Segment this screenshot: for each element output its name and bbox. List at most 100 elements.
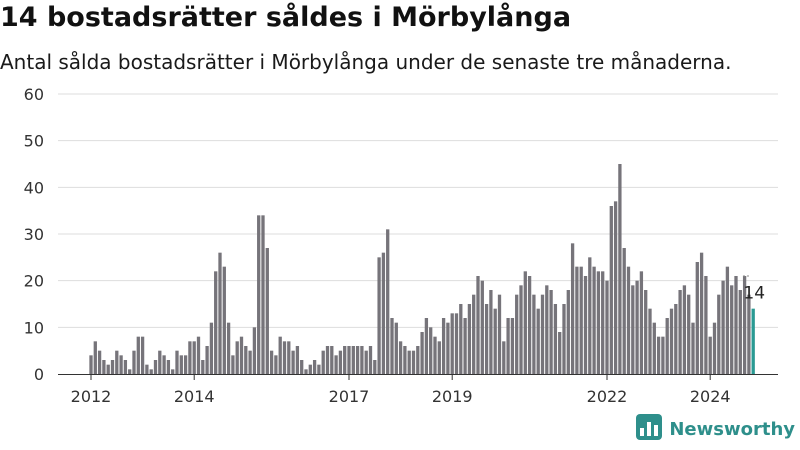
bar	[244, 346, 248, 374]
bar	[360, 346, 364, 374]
bar	[325, 346, 330, 374]
newsworthy-brand[interactable]: Newsworthy	[635, 413, 795, 445]
y-tick-label: 10	[24, 318, 44, 337]
bar	[549, 290, 553, 374]
bar	[398, 341, 403, 374]
bar	[433, 336, 437, 374]
bar	[687, 294, 691, 374]
bar	[257, 215, 261, 374]
bar	[128, 369, 132, 374]
bar	[162, 355, 166, 374]
bar	[747, 294, 751, 374]
bar	[734, 276, 738, 374]
bar	[579, 266, 583, 374]
bar	[420, 332, 424, 374]
bar	[188, 341, 192, 374]
y-tick-label: 30	[24, 225, 44, 244]
bar	[738, 290, 742, 374]
bar	[682, 285, 687, 374]
bar-chart-logo-icon	[635, 413, 663, 445]
bar	[304, 369, 308, 374]
bar	[140, 336, 145, 374]
bar	[312, 360, 317, 374]
bar	[373, 360, 377, 374]
bar	[558, 332, 562, 374]
bar	[106, 364, 110, 374]
bar	[93, 341, 97, 374]
bar	[347, 346, 351, 374]
bar	[171, 369, 175, 374]
bar	[596, 271, 601, 374]
y-tick-label: 50	[24, 132, 44, 151]
x-axis: 2012 2014 2017 2019 2022 2024	[58, 374, 778, 406]
bar	[497, 294, 502, 374]
x-tick-label: 2022	[587, 387, 628, 406]
bar	[136, 336, 140, 374]
bar	[235, 341, 239, 374]
bar	[545, 285, 549, 374]
bar-highlight	[751, 308, 755, 374]
bar	[742, 276, 747, 374]
bar	[291, 350, 295, 374]
brand-name: Newsworthy	[669, 418, 795, 440]
bar	[532, 294, 536, 374]
bar	[708, 336, 712, 374]
bar	[231, 355, 235, 374]
bar	[287, 341, 291, 374]
bar	[411, 350, 416, 374]
y-tick-label: 60	[24, 85, 44, 104]
bar	[515, 294, 519, 374]
bar	[484, 304, 489, 374]
bar	[102, 360, 106, 374]
x-tick-label: 2012	[71, 387, 112, 406]
bar	[575, 266, 579, 374]
bar	[562, 304, 566, 374]
bar	[446, 322, 450, 374]
bar	[424, 318, 429, 374]
bar	[239, 336, 244, 374]
x-tick-label: 2024	[690, 387, 731, 406]
bar	[656, 336, 661, 374]
bar	[132, 350, 136, 374]
bar	[480, 280, 484, 374]
bar	[149, 369, 153, 374]
bar	[699, 252, 704, 374]
bar	[721, 280, 725, 374]
bar	[308, 364, 312, 374]
bar	[368, 346, 373, 374]
bar	[343, 346, 347, 374]
bar	[618, 164, 622, 374]
bar	[476, 276, 480, 374]
x-tick-label: 2017	[329, 387, 370, 406]
bar	[261, 215, 265, 374]
bar	[622, 248, 626, 374]
bar	[89, 355, 93, 374]
bar	[278, 336, 282, 374]
bar	[510, 318, 515, 374]
bar	[467, 304, 472, 374]
bar	[321, 350, 325, 374]
bar	[209, 322, 214, 374]
bar	[429, 327, 433, 374]
bar	[403, 346, 407, 374]
bar	[527, 276, 532, 374]
bar	[626, 266, 631, 374]
bar	[678, 290, 682, 374]
bar	[588, 257, 592, 374]
bar	[712, 322, 717, 374]
bar	[553, 304, 558, 374]
bar	[472, 294, 476, 374]
bar	[665, 318, 669, 374]
bar	[183, 355, 188, 374]
bar	[523, 271, 527, 374]
bar	[609, 206, 613, 374]
bar	[153, 360, 158, 374]
bar	[704, 276, 708, 374]
bar	[506, 318, 510, 374]
bar	[437, 341, 441, 374]
bar	[115, 350, 119, 374]
bar	[648, 308, 652, 374]
y-axis-labels: 0 10 20 30 40 50 60	[24, 85, 44, 384]
annotations: 14	[742, 275, 765, 304]
bar	[459, 304, 463, 374]
